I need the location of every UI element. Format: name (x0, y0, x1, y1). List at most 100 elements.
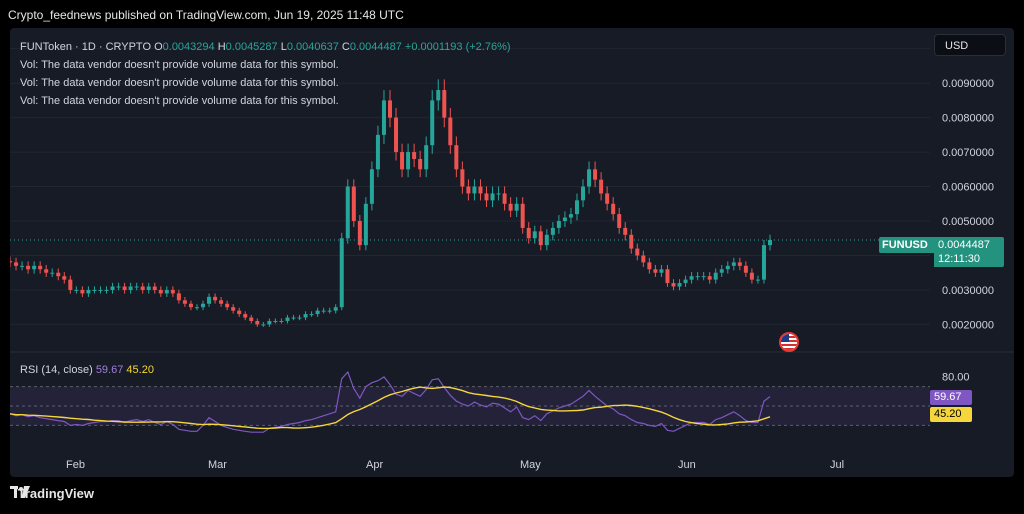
rsi-value-tag: 59.67 (930, 390, 972, 405)
candle-body (502, 193, 507, 204)
candle-body (104, 289, 109, 291)
candle-body (32, 265, 37, 270)
candle-body (388, 100, 392, 118)
chart-panel[interactable]: 0.01000000.00900000.00800000.00700000.00… (10, 28, 1014, 477)
candle-body (737, 262, 742, 266)
candle-body (731, 262, 736, 266)
candle-body (599, 179, 604, 194)
bar-countdown: 12:11:30 (938, 253, 981, 265)
time-axis-label: Jul (830, 459, 844, 471)
rsi-ma-line (10, 386, 771, 430)
candle-body (538, 231, 543, 246)
candle-body (321, 310, 326, 312)
candle-body (92, 289, 97, 291)
time-axis-label: May (520, 459, 541, 471)
candle-body (768, 240, 772, 246)
candle-body (695, 276, 700, 278)
rsi-ma-legend-value: 45.20 (126, 364, 154, 376)
candle-body (623, 227, 628, 235)
candle-body (170, 289, 175, 294)
vol-line-1: Vol: The data vendor doesn't provide vol… (20, 59, 339, 71)
candle-body (68, 279, 73, 290)
candle-body (375, 134, 380, 170)
time-axis-label: Mar (208, 459, 227, 471)
rsi-legend-value: 59.67 (95, 364, 124, 376)
candle-body (140, 286, 145, 290)
candle-body (14, 262, 19, 266)
candle-body (550, 227, 555, 235)
candle-body (351, 186, 356, 222)
candle-body (448, 117, 453, 146)
candle-body (345, 186, 350, 239)
symbol-line[interactable]: FUNToken · 1D · CRYPTO (20, 41, 152, 53)
candle-body (683, 279, 688, 284)
candle-body (74, 289, 79, 291)
candle-body (176, 293, 181, 301)
candle-body (665, 269, 670, 284)
candle-body (158, 289, 163, 294)
chart-canvas[interactable]: 0.01000000.00900000.00800000.00700000.00… (10, 28, 1014, 477)
candle-body (279, 320, 284, 322)
candle-body (418, 158, 423, 170)
last-price: 0.0044487 (938, 239, 990, 251)
candle-body (641, 255, 646, 263)
candle-body (532, 231, 537, 239)
candle-body (261, 324, 266, 326)
candle-body (237, 310, 242, 315)
price-axis-label: 0.0030000 (942, 285, 994, 297)
candle-body (134, 286, 139, 288)
candle-body (400, 152, 405, 170)
rsi-axis-label: 80.00 (942, 372, 970, 384)
candle-body (56, 272, 61, 277)
candle-body (466, 186, 471, 194)
candle-body (671, 283, 676, 287)
candle-body (659, 269, 664, 273)
candle-body (225, 303, 230, 308)
price-axis-label: 0.0070000 (942, 147, 994, 159)
time-axis-label: Feb (66, 459, 85, 471)
chart-legend: FUNToken · 1D · CRYPTO O0.0043294 H 0.004… (20, 38, 511, 110)
candle-body (653, 269, 658, 273)
rsi-label[interactable]: RSI (14, close) (20, 364, 93, 376)
candle-body (38, 265, 43, 270)
us-flag-icon[interactable] (779, 332, 799, 352)
candle-body (291, 317, 296, 319)
candle-body (725, 265, 730, 270)
open-value: 0.0043294 (162, 41, 215, 53)
candle-body (309, 314, 314, 316)
candle-body (80, 289, 85, 294)
candle-body (50, 272, 55, 274)
candle-body (719, 269, 724, 273)
candle-body (520, 203, 525, 228)
candle-body (44, 269, 49, 273)
low-label: L (280, 41, 287, 53)
candle-body (255, 320, 260, 325)
symbol-price-tag: FUNUSD (879, 237, 934, 253)
candle-body (647, 262, 652, 270)
candle-body (689, 276, 694, 280)
candle-body (327, 310, 332, 312)
candle-body (562, 217, 567, 222)
time-axis-label: Jun (678, 459, 696, 471)
candle-body (363, 203, 368, 246)
candle-body (315, 310, 320, 315)
footer-brand[interactable]: TradingView (17, 486, 94, 501)
top-bar: Crypto_feednews published on TradingView… (0, 0, 1024, 28)
candle-body (243, 314, 248, 318)
price-axis-label: 0.0050000 (942, 216, 994, 228)
candle-body (635, 248, 640, 256)
rsi-line (10, 370, 771, 433)
candle-body (581, 186, 586, 201)
candle-body (273, 320, 278, 322)
close-label: C (341, 41, 350, 53)
candle-body (478, 186, 483, 194)
currency-button[interactable]: USD (934, 34, 1006, 56)
candle-body (629, 234, 634, 249)
low-value: 0.0040637 (286, 41, 339, 53)
close-value: 0.0044487 (349, 41, 402, 53)
candle-body (188, 303, 193, 308)
candle-body (213, 296, 218, 301)
open-label: O (154, 41, 163, 53)
high-label: H (217, 41, 226, 53)
candle-body (424, 145, 429, 170)
